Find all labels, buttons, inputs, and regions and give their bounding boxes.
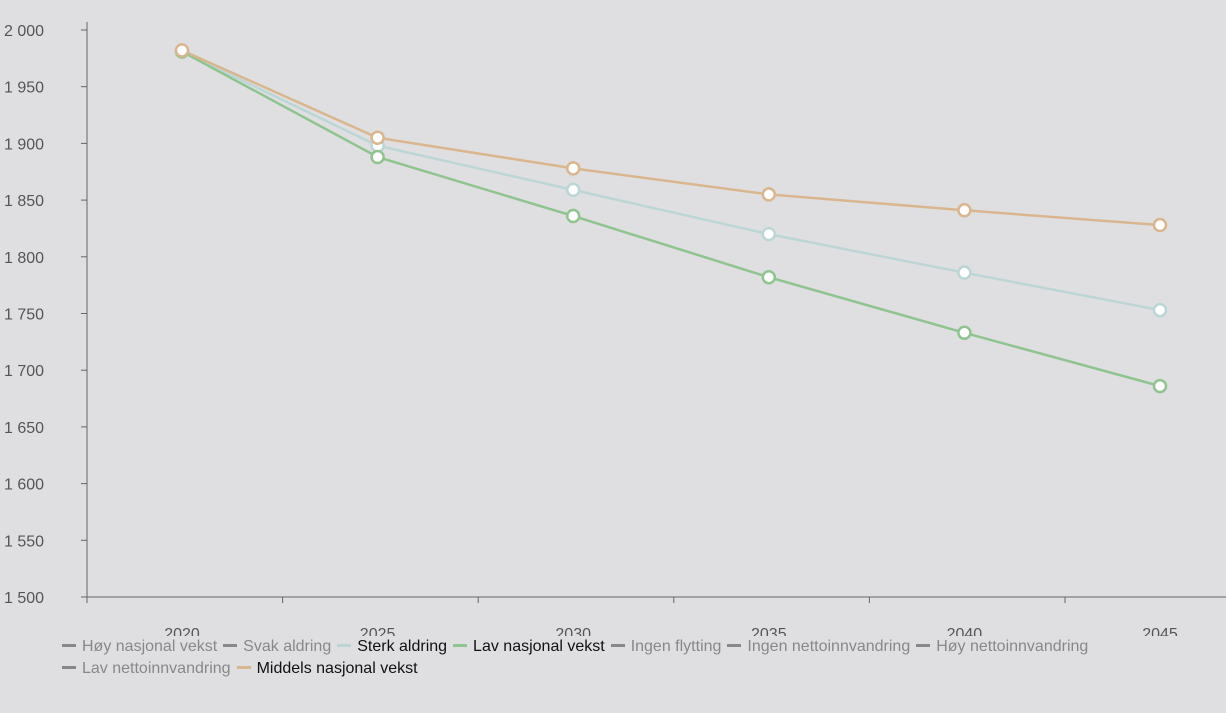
- series-line: [181, 50, 1161, 312]
- legend-label: Lav nettoinnvandring: [82, 660, 231, 677]
- legend-item[interactable]: Høy nasjonal vekst: [62, 636, 217, 658]
- chart-legend: Høy nasjonal vekst Svak aldring Sterk aldr…: [62, 636, 1222, 680]
- legend-label: Ingen nettoinnvandring: [747, 638, 911, 655]
- y-tick-label: 1 850: [4, 193, 44, 210]
- legend-item[interactable]: Sterk aldring: [337, 636, 447, 658]
- legend-item[interactable]: Lav nasjonal vekst: [453, 636, 605, 658]
- legend-swatch: [223, 644, 238, 648]
- x-tick-label: 2020: [164, 626, 200, 636]
- x-tick-label: 2040: [947, 626, 983, 636]
- legend-item[interactable]: Ingen flytting: [610, 636, 722, 658]
- y-tick-label: 1 550: [4, 533, 44, 550]
- x-tick-label: 2030: [555, 626, 591, 636]
- series-line: [181, 49, 1161, 227]
- data-point[interactable]: [174, 43, 190, 58]
- y-tick-label: 2 000: [4, 23, 44, 40]
- legend-swatch: [916, 644, 931, 648]
- data-point[interactable]: [1152, 378, 1168, 394]
- legend-item[interactable]: Svak aldring: [223, 636, 331, 658]
- data-point[interactable]: [957, 265, 972, 280]
- legend-label: Lav nasjonal vekst: [473, 638, 605, 655]
- y-tick-label: 1 900: [4, 136, 44, 153]
- legend-label: Sterk aldring: [357, 638, 448, 655]
- data-point[interactable]: [761, 269, 777, 285]
- data-point[interactable]: [565, 208, 581, 224]
- legend-swatch: [337, 644, 352, 648]
- data-point[interactable]: [957, 203, 972, 218]
- legend-label: Høy nettoinnvandring: [936, 638, 1089, 655]
- y-tick-label: 1 700: [4, 363, 44, 380]
- legend-item[interactable]: Høy nettoinnvandring: [916, 636, 1088, 658]
- x-tick-label: 2025: [360, 626, 396, 636]
- legend-swatch: [727, 644, 742, 648]
- legend-label: Middels nasjonal vekst: [256, 660, 418, 677]
- legend-swatch: [610, 644, 625, 648]
- data-point[interactable]: [1152, 217, 1168, 233]
- series-line: [181, 50, 1161, 388]
- y-tick-label: 1 600: [4, 477, 44, 494]
- y-tick-label: 1 750: [4, 307, 44, 324]
- legend-item[interactable]: Middels nasjonal vekst: [236, 658, 418, 680]
- chart-axes: 1 500 1 550 1 600 1 650 1 700 1 750 1 800 1 850…: [4, 22, 1226, 636]
- data-point[interactable]: [957, 325, 972, 341]
- data-point[interactable]: [1152, 302, 1168, 318]
- line-chart: 1 500 1 550 1 600 1 650 1 700 1 750 1 800 1 850…: [4, 22, 1226, 636]
- y-tick-label: 1 500: [4, 590, 44, 607]
- data-point[interactable]: [565, 182, 581, 198]
- legend-item[interactable]: Ingen nettoinnvandring: [727, 636, 910, 658]
- legend-swatch: [62, 644, 76, 648]
- chart-series: [174, 43, 1168, 394]
- y-tick-label: 1 950: [4, 80, 44, 97]
- legend-swatch: [453, 644, 468, 648]
- legend-item[interactable]: Lav nettoinnvandring: [62, 658, 231, 680]
- legend-label: Ingen flytting: [630, 638, 722, 655]
- y-tick-label: 1 650: [4, 420, 44, 437]
- legend-label: Svak aldring: [243, 638, 332, 655]
- y-tick-label: 1 800: [4, 250, 44, 267]
- legend-swatch: [236, 666, 251, 670]
- data-point[interactable]: [761, 187, 777, 202]
- legend-swatch: [62, 666, 76, 670]
- data-point[interactable]: [370, 149, 385, 165]
- x-tick-label: 2035: [751, 626, 787, 636]
- data-point[interactable]: [370, 130, 385, 145]
- x-tick-label: 2045: [1142, 626, 1178, 636]
- legend-label: Høy nasjonal vekst: [82, 638, 218, 655]
- data-point[interactable]: [761, 226, 777, 242]
- data-point[interactable]: [565, 161, 581, 176]
